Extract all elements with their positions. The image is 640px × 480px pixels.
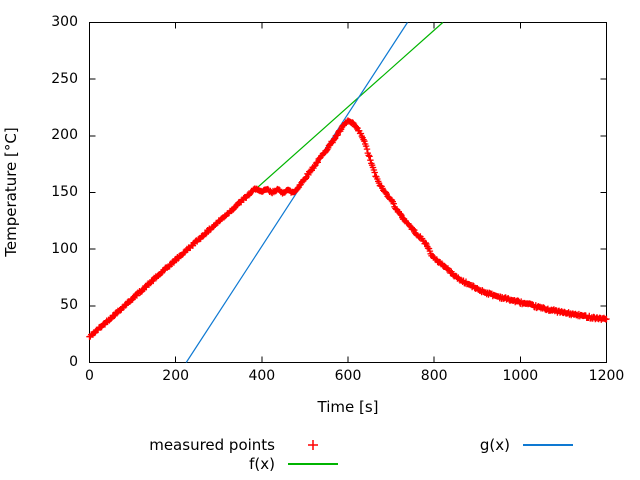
y-tick-label: 200: [51, 127, 78, 144]
legend-measured-label: measured points: [149, 436, 275, 454]
y-tick-label: 0: [69, 354, 78, 370]
legend-g-label: g(x): [479, 436, 510, 454]
y-axis-title: Temperature [°C]: [2, 127, 20, 257]
x-tick-label: 1000: [502, 368, 539, 384]
y-tick-label: 300: [51, 14, 78, 30]
plot-border: [89, 22, 607, 363]
x-tick-label: 400: [248, 368, 276, 384]
legend-g-line-sample: [523, 444, 573, 446]
x-tick-label: 800: [420, 368, 448, 384]
x-axis-title: Time [s]: [317, 398, 379, 416]
x-tick-label: 200: [162, 368, 190, 384]
plus-marker-icon: [308, 440, 318, 450]
y-tick-label: 100: [51, 240, 78, 257]
legend-f-label: f(x): [249, 455, 275, 473]
y-tick-label: 150: [51, 184, 78, 200]
x-tick-label: 600: [334, 368, 362, 384]
x-tick-label: 1200: [588, 368, 625, 384]
y-tick-label: 250: [51, 70, 78, 87]
y-tick-label: 50: [60, 297, 78, 314]
series-measured-points: [86, 117, 610, 340]
legend-f-line-sample: [288, 463, 338, 465]
x-tick-label: 0: [85, 368, 94, 384]
